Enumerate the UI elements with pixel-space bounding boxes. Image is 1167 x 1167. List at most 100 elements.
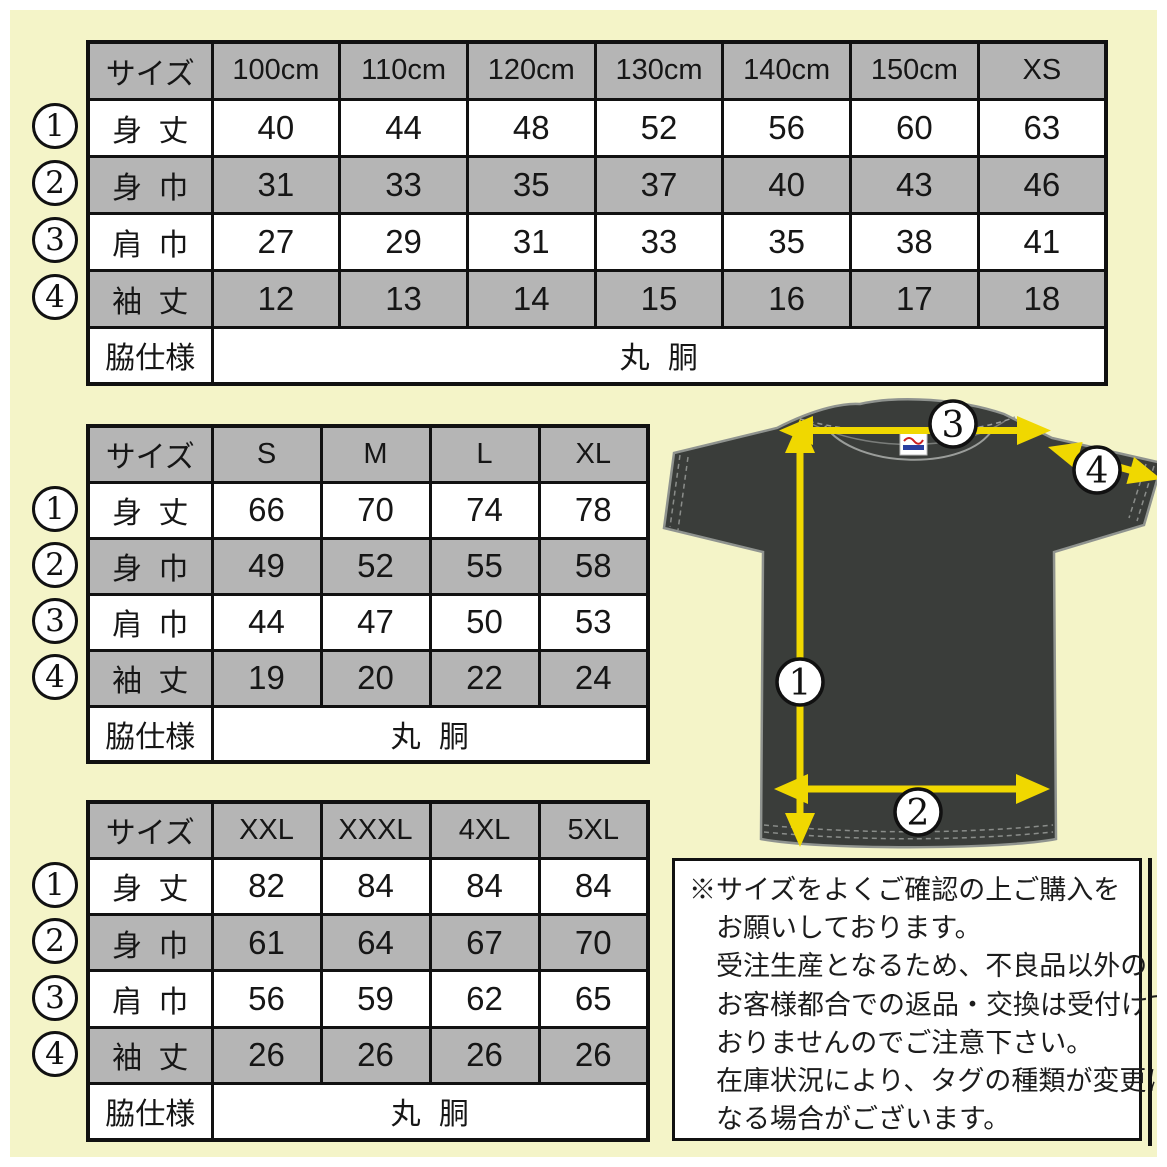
size-value: 18	[976, 268, 1108, 329]
size-value: 13	[338, 268, 469, 329]
column-header: 130cm	[593, 40, 725, 101]
size-value: 12	[210, 268, 342, 329]
row-label: 袖 丈	[86, 648, 214, 708]
diagram-marker-2: 2	[893, 787, 943, 837]
svg-text:2: 2	[907, 793, 930, 834]
column-header: S	[210, 424, 323, 484]
size-value: 17	[849, 268, 980, 329]
size-value: 84	[428, 856, 541, 917]
footer-label: 脇仕様	[86, 1081, 214, 1142]
size-value: 70	[537, 913, 650, 973]
column-header: XS	[976, 40, 1108, 101]
size-value: 31	[465, 211, 597, 272]
size-value: 70	[319, 480, 432, 540]
svg-text:1: 1	[789, 663, 812, 704]
note-line: お願いしております。	[716, 913, 982, 944]
size-value: 84	[537, 856, 650, 917]
column-header: 120cm	[465, 40, 597, 101]
size-value: 38	[849, 211, 980, 272]
row-marker-4: 4	[32, 654, 78, 700]
size-value: 61	[210, 913, 323, 973]
size-value: 24	[537, 648, 650, 708]
left-cuff-stitch	[669, 454, 689, 531]
size-value: 19	[210, 648, 323, 708]
size-value: 26	[428, 1025, 541, 1085]
column-header: XXL	[210, 800, 323, 860]
diagram-marker-3: 3	[928, 399, 978, 449]
size-value: 49	[210, 536, 323, 596]
note-line: お客様都合での返品・交換は受付けて	[716, 989, 1167, 1020]
size-value: 26	[210, 1025, 323, 1085]
row-label: 身 巾	[86, 536, 214, 596]
size-value: 41	[976, 211, 1108, 272]
row-marker-1: 1	[32, 862, 78, 908]
column-header: 110cm	[338, 40, 469, 101]
size-value: 48	[465, 97, 597, 158]
size-value: 52	[593, 97, 725, 158]
row-marker-1: 1	[32, 486, 78, 532]
size-value: 20	[319, 648, 432, 708]
size-value: 66	[210, 480, 323, 540]
size-value: 47	[319, 592, 432, 652]
row-label: 肩 巾	[86, 592, 214, 652]
diagram-marker-1: 1	[775, 657, 825, 707]
row-marker-3: 3	[32, 598, 78, 644]
size-value: 33	[338, 154, 469, 215]
collar-front-seam	[824, 425, 994, 461]
size-header: サイズ	[86, 800, 214, 860]
row-marker-4: 4	[32, 1031, 78, 1077]
row-label: 身 丈	[86, 480, 214, 540]
size-value: 26	[319, 1025, 432, 1085]
size-value: 56	[210, 969, 323, 1029]
row-label: 袖 丈	[86, 268, 214, 329]
size-value: 14	[465, 268, 597, 329]
size-value: 74	[428, 480, 541, 540]
note-line: おりませんのでご注意下さい。	[716, 1027, 1094, 1058]
row-label: 身 巾	[86, 154, 214, 215]
column-header: 5XL	[537, 800, 650, 860]
size-value: 63	[976, 97, 1108, 158]
row-label: 袖 丈	[86, 1025, 214, 1085]
size-value: 64	[319, 913, 432, 973]
size-value: 67	[428, 913, 541, 973]
row-marker-1: 1	[32, 103, 78, 149]
row-label: 肩 巾	[86, 211, 214, 272]
size-value: 44	[210, 592, 323, 652]
note-box-shadow-line	[1148, 858, 1152, 1146]
size-value: 50	[428, 592, 541, 652]
column-header: L	[428, 424, 541, 484]
size-value: 46	[976, 154, 1108, 215]
footer-value: 丸 胴	[210, 325, 1108, 386]
footer-value: 丸 胴	[210, 1081, 650, 1142]
size-value: 29	[338, 211, 469, 272]
size-value: 43	[849, 154, 980, 215]
size-value: 58	[537, 536, 650, 596]
note-line: 在庫状況により、タグの種類が変更に	[716, 1066, 1167, 1097]
neck-tag	[899, 432, 928, 456]
column-header: 100cm	[210, 40, 342, 101]
diagram-marker-4: 4	[1072, 445, 1122, 495]
size-value: 33	[593, 211, 725, 272]
note-line: なる場合がございます。	[716, 1104, 1011, 1135]
row-label: 身 丈	[86, 856, 214, 917]
tshirt-diagram-svg: 3 4 1 2	[662, 398, 1164, 849]
row-label: 肩 巾	[86, 969, 214, 1029]
size-value: 59	[319, 969, 432, 1029]
svg-text:3: 3	[942, 405, 965, 446]
column-header: M	[319, 424, 432, 484]
footer-label: 脇仕様	[86, 325, 214, 386]
svg-text:4: 4	[1086, 451, 1109, 492]
size-table-kids: サイズ 100cm 110cm 120cm 130cm 140cm 150cm XS 身 丈 40…	[86, 40, 1108, 386]
row-marker-2: 2	[32, 160, 78, 206]
purchase-note: ※サイズをよくご確認の上ご購入を お願いしております。 受注生産となるため、不良…	[672, 858, 1167, 1141]
size-value: 84	[319, 856, 432, 917]
note-line: 受注生産となるため、不良品以外の	[716, 951, 1148, 982]
row-label: 身 丈	[86, 97, 214, 158]
size-value: 65	[537, 969, 650, 1029]
column-header: XXXL	[319, 800, 432, 860]
size-table-large: サイズ XXL XXXL 4XL 5XL 身 丈 82 84 84 84 身 巾 61 64 67 70 肩 …	[86, 800, 650, 1142]
size-header: サイズ	[86, 40, 214, 101]
footer-value: 丸 胴	[210, 704, 650, 764]
size-value: 16	[721, 268, 853, 329]
